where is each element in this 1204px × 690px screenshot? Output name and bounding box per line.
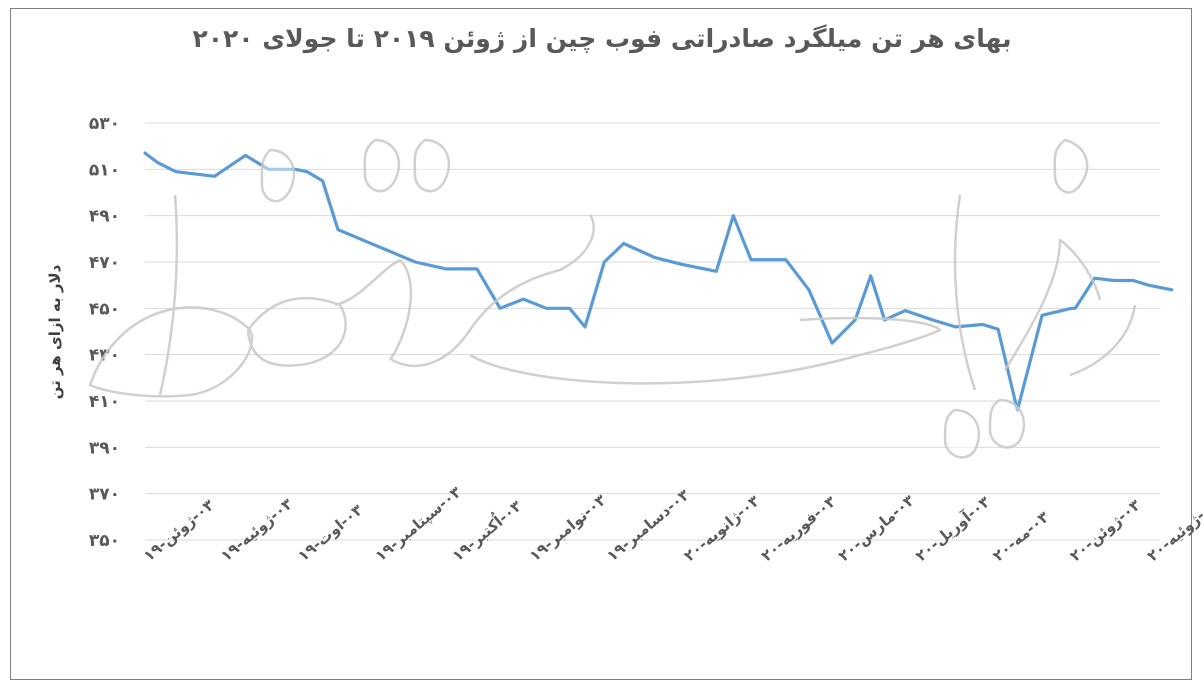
x-tick-label: ۰۳-ژوئیه-۱۹ <box>217 495 296 565</box>
series-line <box>143 151 1174 412</box>
x-tick-label: ۰۳-مارس-۲۰ <box>835 491 918 565</box>
gridlines <box>145 122 1160 541</box>
y-tick-label: ۵۳۰ <box>89 114 120 134</box>
chart-frame <box>10 8 1192 680</box>
x-tick-label: ۰۳-دسامبر-۱۹ <box>603 486 693 565</box>
y-tick-label: ۴۱۰ <box>89 392 120 412</box>
y-tick-label: ۴۷۰ <box>89 253 120 273</box>
y-tick-label: ۳۵۰ <box>89 531 120 551</box>
x-tick-label: ۰۳-ژوئن-۱۹ <box>140 496 218 565</box>
y-tick-label: ۳۹۰ <box>89 438 120 458</box>
x-tick-label: ۰۳-مه-۲۰ <box>989 508 1052 565</box>
x-tick-label: ۰۳-ژوئن-۲۰ <box>1066 496 1144 565</box>
x-tick-label: ۰۳-اُکتبر-۱۹ <box>447 495 525 565</box>
x-tick-label: ۰۳-فوریه-۲۰ <box>758 492 840 565</box>
x-tick-label: ۰۳-آوریل-۲۰ <box>912 493 993 565</box>
y-tick-label: ۵۱۰ <box>89 160 120 180</box>
y-tick-label: ۴۹۰ <box>89 207 120 227</box>
x-tick-label: ۰۳-ژوئیه-۲۰ <box>1144 495 1204 565</box>
y-tick-label: ۳۷۰ <box>89 485 120 505</box>
watermark-logo <box>88 138 1137 459</box>
series-layer <box>143 151 1174 412</box>
x-tick-label: ۰۳-نوامبر-۱۹ <box>526 491 610 565</box>
x-axis-ticks: ۰۳-ژوئن-۱۹۰۳-ژوئیه-۱۹۰۳-اوت-۱۹۰۳-سپتامبر… <box>140 483 1204 566</box>
chart-title: بهای هر تن میلگرد صادراتی فوب چین از ژوئ… <box>192 24 1012 53</box>
x-tick-label: ۰۳-اوت-۱۹ <box>294 501 366 565</box>
x-tick-label: ۰۳-ژانویه-۲۰ <box>680 492 763 565</box>
y-tick-label: ۴۵۰ <box>89 299 120 319</box>
